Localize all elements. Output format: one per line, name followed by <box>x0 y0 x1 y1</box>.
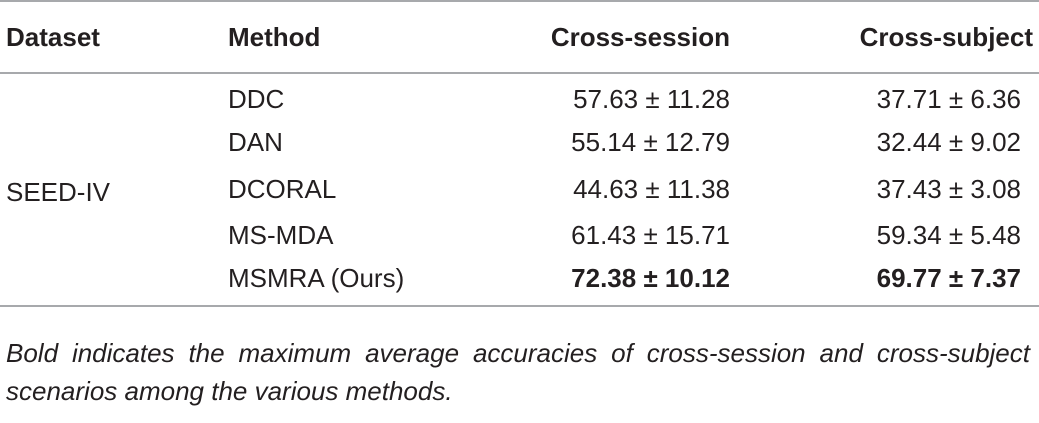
cross-subject-cell: 37.71 ± 6.36 <box>876 84 1021 115</box>
table-row: DAN 55.14 ± 12.79 32.44 ± 9.02 <box>0 120 1039 167</box>
table-row: SEED-IV DDC 57.63 ± 11.28 37.71 ± 6.36 <box>0 73 1039 207</box>
results-table: Dataset Method Cross-session Cross-subje… <box>0 1 1039 306</box>
table-row-best: MSMRA (Ours) 72.38 ± 10.12 69.77 ± 7.37 <box>0 259 1039 306</box>
table-body: SEED-IV DDC 57.63 ± 11.28 37.71 ± 6.36 D… <box>0 73 1039 306</box>
table-row: MS-MDA 61.43 ± 15.71 59.34 ± 5.48 <box>0 213 1039 260</box>
cross-session-cell-best: 72.38 ± 10.12 <box>571 263 730 294</box>
cross-subject-cell-best: 69.77 ± 7.37 <box>876 263 1021 294</box>
header-cross-session: Cross-session <box>550 21 730 52</box>
method-cell: DAN <box>228 127 283 158</box>
cross-session-cell: 55.14 ± 12.79 <box>571 127 730 158</box>
cross-session-cell: 57.63 ± 11.28 <box>573 84 730 115</box>
cross-subject-cell: 59.34 ± 5.48 <box>876 220 1021 251</box>
method-cell: DDC <box>228 84 285 115</box>
method-cell: MSMRA (Ours) <box>228 263 405 294</box>
dataset-cell: SEED-IV <box>6 176 111 207</box>
table-footnote: Bold indicates the maximum average accur… <box>6 338 1030 406</box>
method-cell: DCORAL <box>228 173 337 204</box>
cross-subject-cell: 37.43 ± 3.08 <box>876 173 1021 204</box>
header-row: Dataset Method Cross-session Cross-subje… <box>0 1 1039 73</box>
table-header: Dataset Method Cross-session Cross-subje… <box>0 1 1039 73</box>
header-method: Method <box>228 21 321 52</box>
method-cell: MS-MDA <box>228 220 334 251</box>
cross-session-cell: 61.43 ± 15.71 <box>571 220 730 251</box>
cross-session-cell: 44.63 ± 11.38 <box>573 173 730 204</box>
header-dataset: Dataset <box>6 21 100 52</box>
table-row: DCORAL 44.63 ± 11.38 37.43 ± 3.08 <box>0 166 1039 213</box>
cross-subject-cell: 32.44 ± 9.02 <box>876 127 1021 158</box>
header-cross-subject: Cross-subject <box>859 21 1033 52</box>
